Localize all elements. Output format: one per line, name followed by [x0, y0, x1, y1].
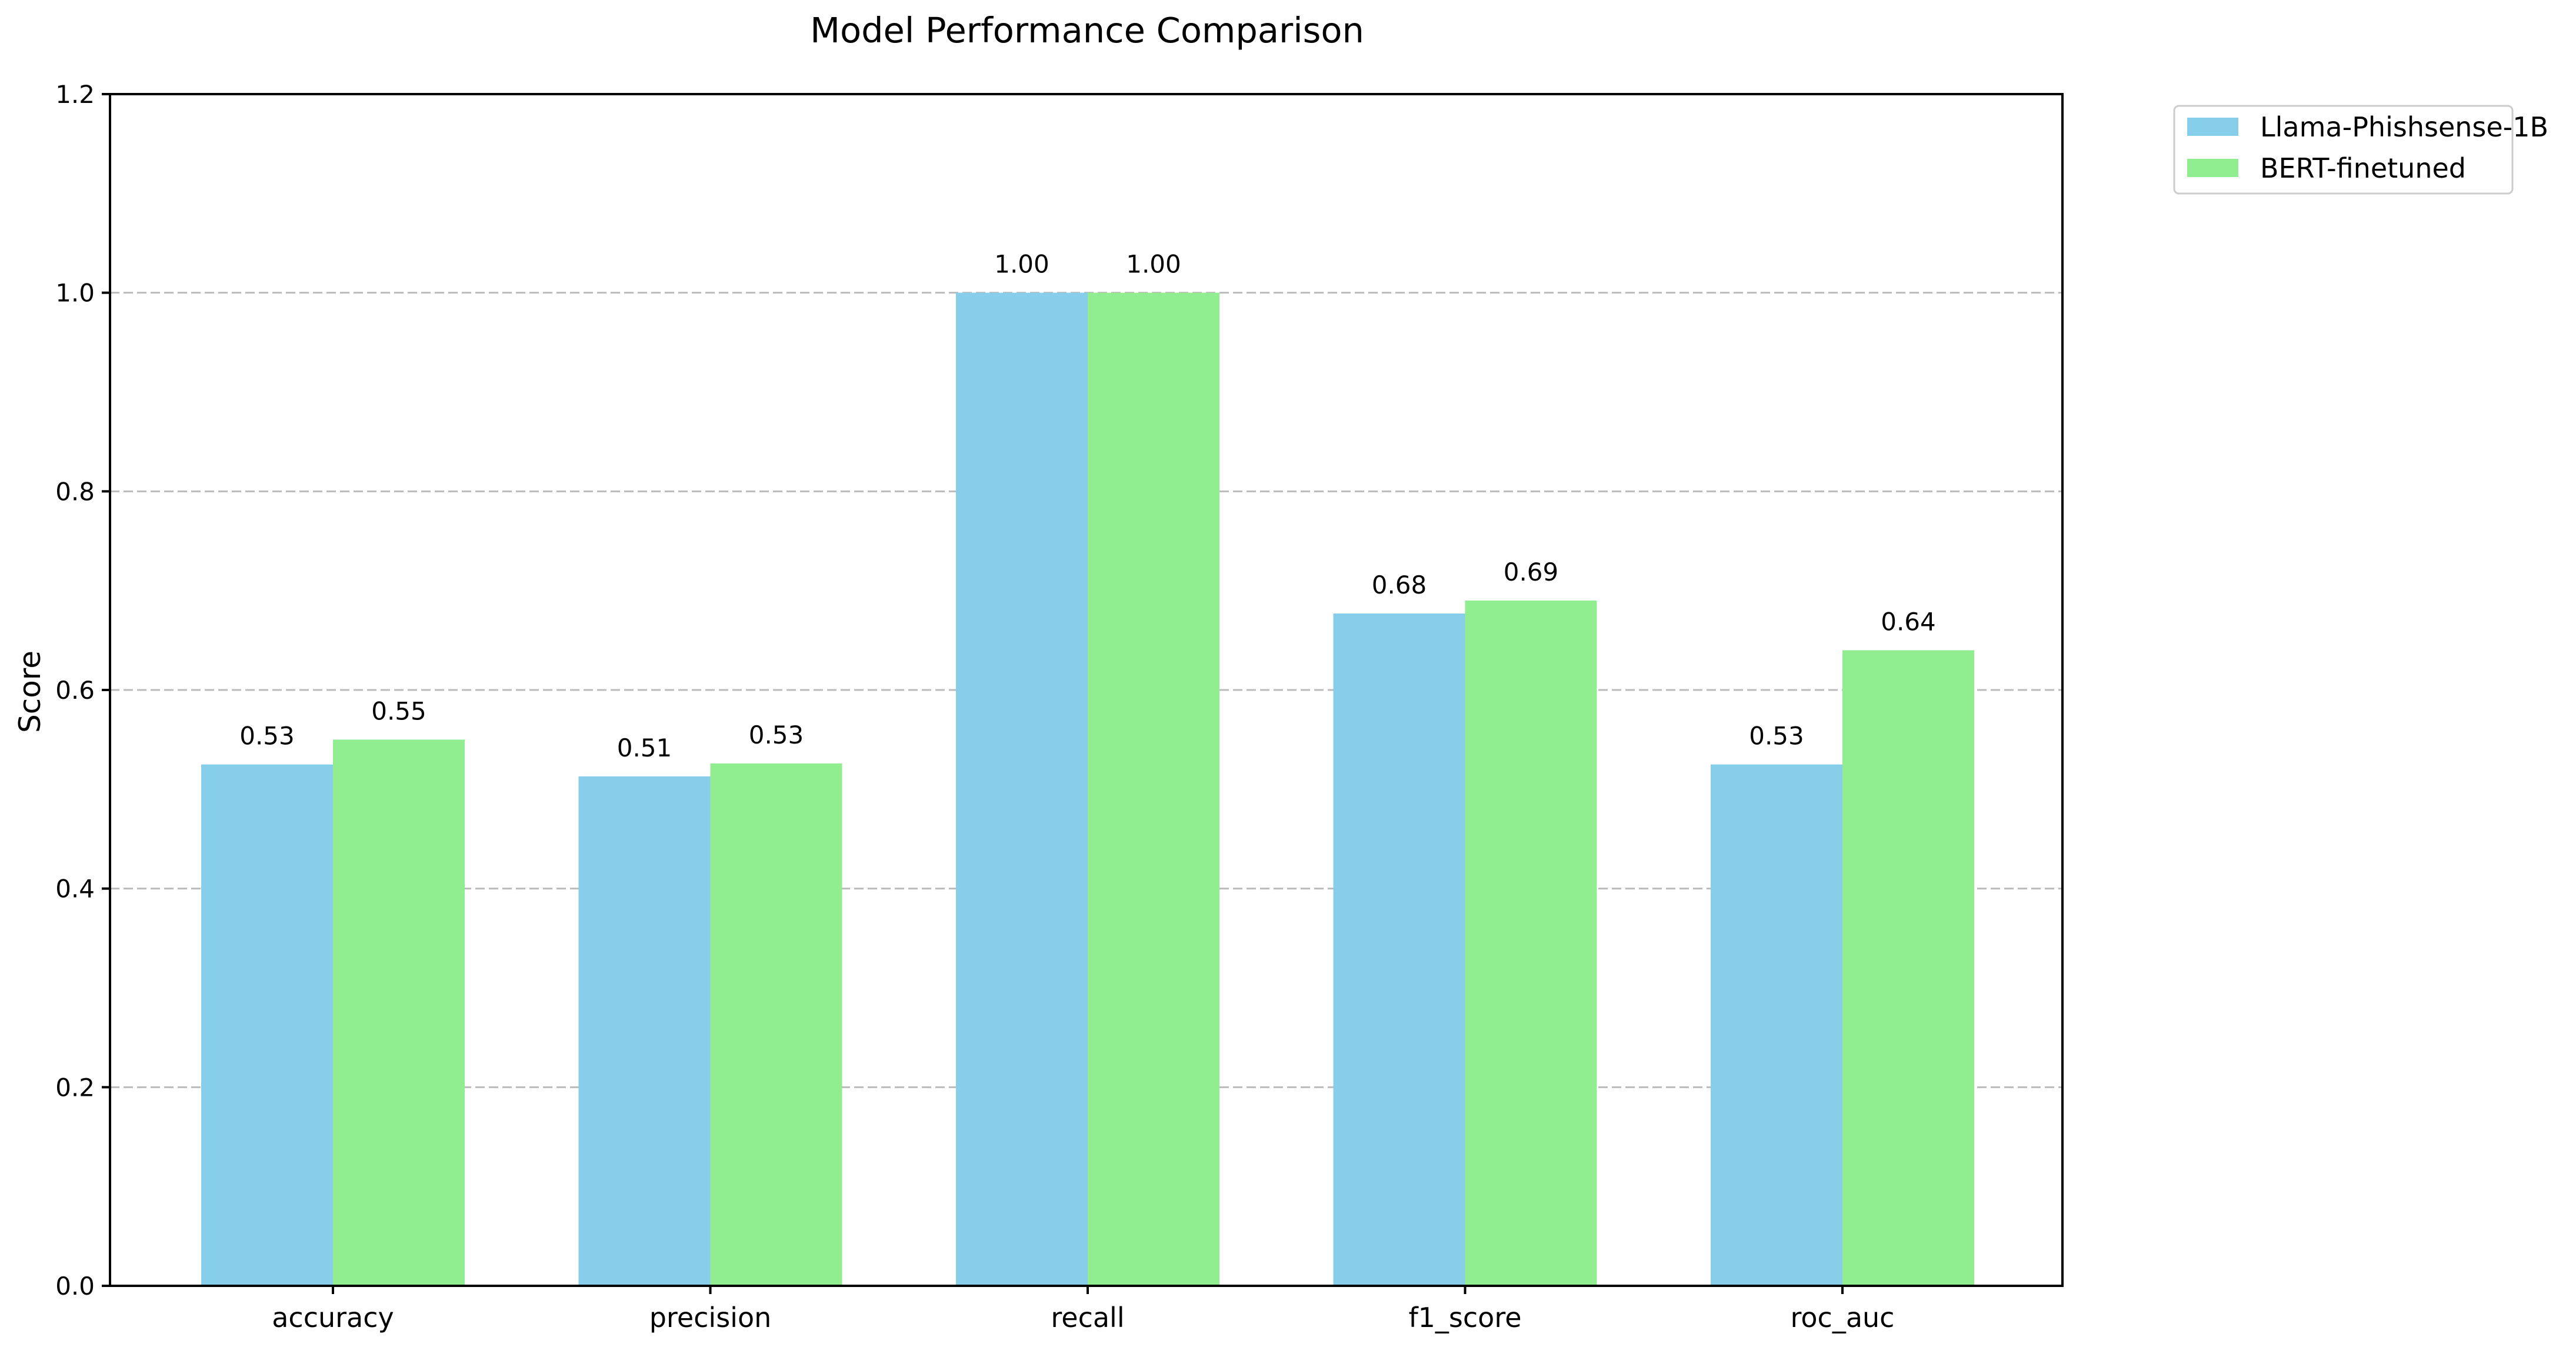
data-label: 0.53 — [1749, 722, 1804, 751]
bar-f1_score-1 — [1465, 601, 1597, 1286]
y-axis-label: Score — [13, 651, 47, 733]
bar-f1_score-0 — [1333, 613, 1465, 1286]
data-label: 0.69 — [1504, 558, 1559, 586]
y-tick-label: 0.2 — [55, 1073, 95, 1102]
bar-roc_auc-0 — [1711, 764, 1842, 1286]
y-tick-label: 1.0 — [55, 279, 95, 308]
y-tick-label: 1.2 — [55, 80, 95, 109]
data-label: 1.00 — [1126, 250, 1181, 279]
data-labels: 0.53 0.55 0.51 0.53 1.00 1.00 0.68 0.69 0.53 0.64 — [239, 250, 1936, 762]
data-label: 1.00 — [994, 250, 1049, 279]
legend-swatch-bert — [2187, 159, 2238, 177]
data-label: 0.55 — [371, 696, 426, 725]
y-axis: 0.0 0.2 0.4 0.6 0.8 1.0 1.2 — [55, 80, 110, 1301]
bar-accuracy-1 — [333, 739, 465, 1286]
legend: Llama-Phishsense-1B BERT-finetuned — [2173, 105, 2548, 195]
x-tick-label: precision — [649, 1302, 772, 1333]
bars — [201, 292, 1974, 1286]
y-tick-label: 0.0 — [55, 1272, 95, 1301]
y-tick-label: 0.4 — [55, 875, 95, 903]
x-tick-label: roc_auc — [1791, 1302, 1895, 1333]
legend-frame — [2173, 105, 2514, 195]
data-label: 0.53 — [239, 722, 295, 751]
data-label: 0.68 — [1372, 571, 1427, 599]
x-tick-label: recall — [1051, 1302, 1124, 1333]
y-tick-label: 0.8 — [55, 477, 95, 506]
bar-precision-0 — [578, 776, 711, 1286]
legend-swatch-llama — [2187, 118, 2238, 136]
legend-label-bert: BERT-finetuned — [2260, 152, 2466, 184]
x-tick-label: accuracy — [272, 1302, 394, 1333]
legend-label-llama: Llama-Phishsense-1B — [2260, 111, 2548, 143]
chart-title: Model Performance Comparison — [810, 10, 1364, 51]
bar-roc_auc-1 — [1842, 650, 1974, 1286]
data-label: 0.51 — [617, 733, 672, 762]
bar-precision-1 — [710, 763, 842, 1286]
x-tick-label: f1_score — [1408, 1302, 1521, 1333]
bar-recall-1 — [1088, 292, 1219, 1286]
bar-accuracy-0 — [201, 764, 333, 1286]
bar-recall-0 — [956, 292, 1088, 1286]
data-label: 0.53 — [749, 721, 804, 749]
y-tick-label: 0.6 — [55, 676, 95, 705]
x-axis: accuracy precision recall f1_score roc_auc — [272, 1286, 1894, 1333]
data-label: 0.64 — [1881, 607, 1936, 636]
